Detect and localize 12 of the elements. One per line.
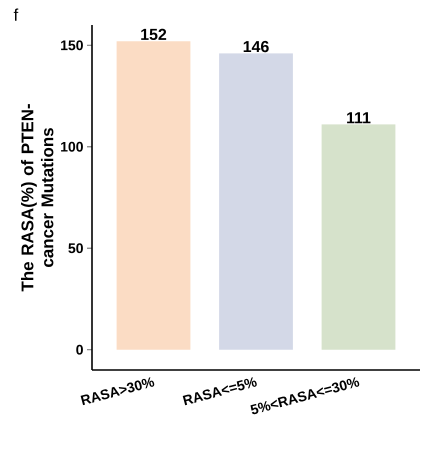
text: f — [14, 8, 18, 21]
data-label: 111 — [347, 112, 370, 124]
bar — [219, 53, 293, 350]
y-tick-label: 100 — [61, 142, 83, 152]
y-tick-label: 0 — [76, 344, 83, 355]
y-tick-label: 150 — [61, 40, 83, 50]
bar — [116, 41, 190, 350]
data-label: 152 — [141, 28, 166, 40]
y-tick-label: 50 — [68, 243, 83, 254]
data-label: 146 — [244, 40, 269, 52]
y-axis-title: The RASA(%) of PTEN-cancer Mutations — [21, 104, 54, 292]
bar — [322, 124, 396, 350]
